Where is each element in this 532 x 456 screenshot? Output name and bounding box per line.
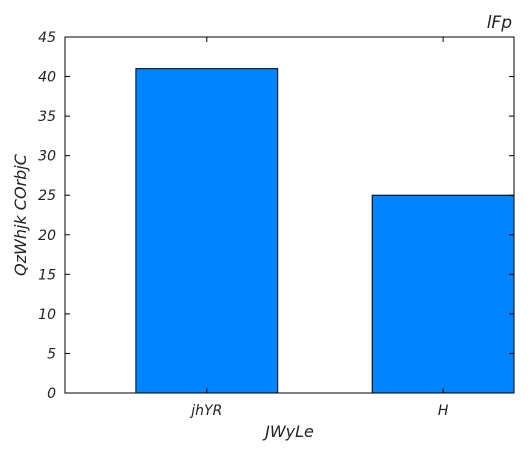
y-tick-label: 15 (38, 267, 56, 283)
bar-jhYR (136, 69, 278, 393)
x-tick-label: jhYR (189, 403, 222, 419)
y-tick-label: 35 (38, 109, 56, 125)
y-tick-label: 10 (38, 307, 56, 323)
y-tick-label: 0 (47, 386, 56, 402)
x-axis-label: JWyLe (262, 422, 314, 441)
y-axis-label: QzWhjk COrbjC (11, 153, 30, 276)
y-tick-label: 20 (38, 228, 56, 244)
y-tick-label: 30 (38, 149, 56, 165)
x-tick-label: H (438, 403, 449, 419)
y-tick-label: 45 (38, 30, 56, 46)
y-tick-label: 5 (47, 346, 56, 362)
chart-title: lFp (487, 13, 513, 33)
bars-group (136, 69, 514, 393)
y-tick-label: 25 (38, 188, 56, 204)
y-tick-label: 40 (38, 70, 56, 86)
bar-H (372, 195, 514, 393)
